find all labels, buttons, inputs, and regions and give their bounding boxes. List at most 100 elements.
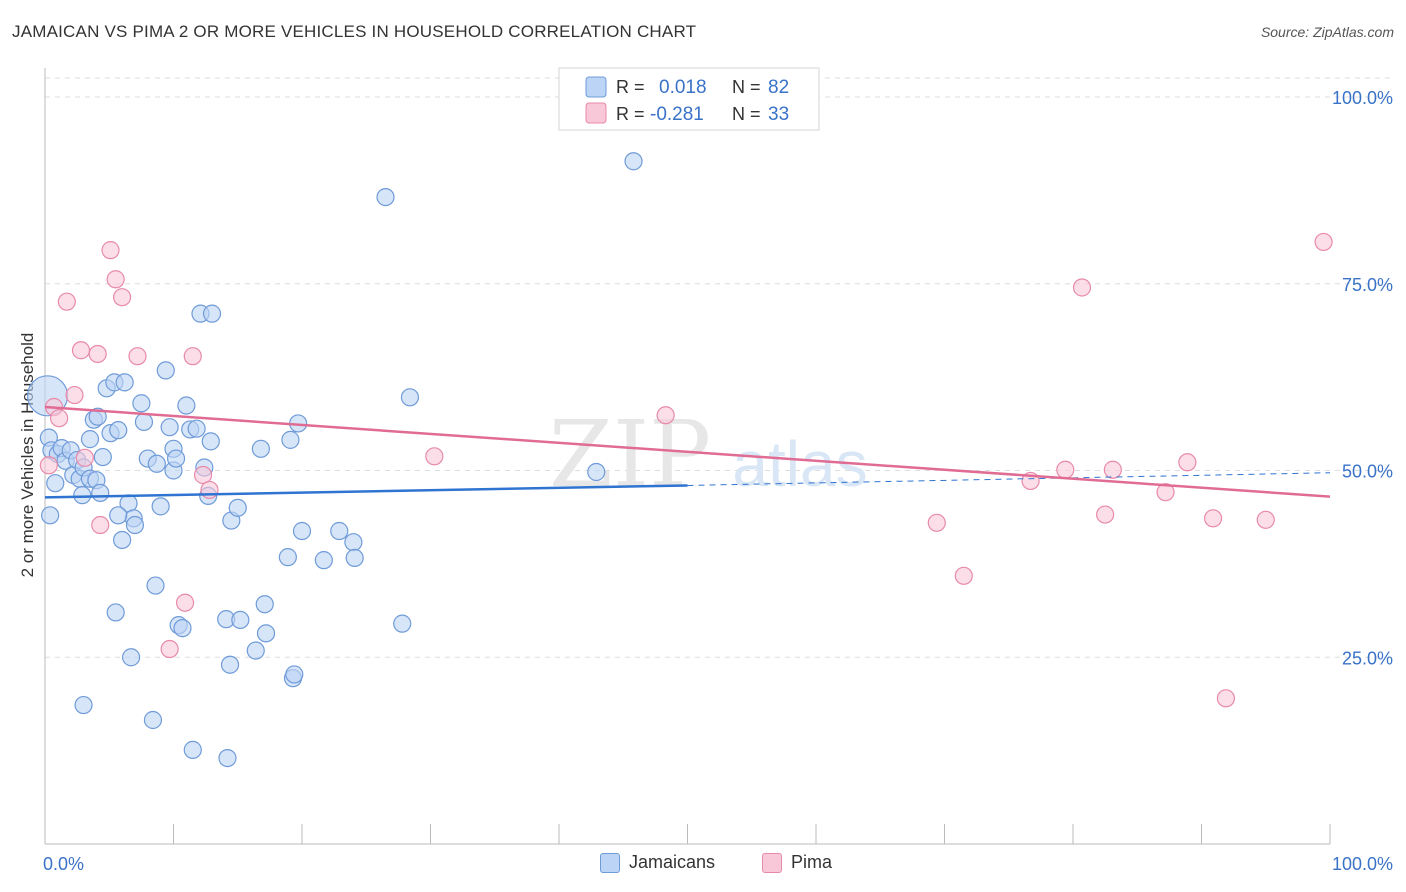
y-tick-label: 100.0% bbox=[1332, 88, 1393, 108]
chart-title: JAMAICAN VS PIMA 2 OR MORE VEHICLES IN H… bbox=[12, 22, 697, 41]
jamaicans-point bbox=[46, 474, 65, 493]
legend-swatch-pima bbox=[585, 102, 607, 124]
jamaicans-point bbox=[166, 449, 186, 468]
legend-item-pima[interactable]: Pima bbox=[762, 852, 832, 873]
pima-point bbox=[39, 456, 58, 475]
pima-point bbox=[1103, 460, 1122, 479]
jamaicans-point bbox=[115, 373, 134, 392]
pima-point bbox=[1178, 453, 1197, 472]
pima-point bbox=[1056, 460, 1075, 479]
pima-point bbox=[1256, 510, 1275, 529]
legend-n-value-jamaicans: 82 bbox=[768, 77, 789, 98]
jamaicans-point bbox=[177, 396, 196, 415]
legend-n-label-pima: N = bbox=[732, 104, 761, 124]
jamaicans-point bbox=[228, 498, 247, 517]
legend-swatch-jamaicans bbox=[585, 76, 607, 98]
pima-point bbox=[1216, 689, 1236, 708]
jamaicans-point bbox=[281, 430, 300, 449]
pima-point bbox=[160, 639, 179, 659]
jamaicans-point bbox=[88, 407, 107, 426]
jamaicans-point bbox=[74, 695, 93, 715]
jamaicans-trend-extension bbox=[687, 472, 1331, 486]
x-tick-labels: 0.0% 100.0% bbox=[43, 854, 1393, 874]
pima-point bbox=[1203, 509, 1223, 528]
pima-point bbox=[50, 409, 69, 428]
jamaicans-point bbox=[344, 533, 363, 552]
pima-point bbox=[425, 447, 444, 466]
pima-swatch bbox=[762, 852, 782, 873]
pima-point bbox=[175, 593, 195, 612]
pima-point bbox=[200, 480, 219, 500]
jamaicans-point bbox=[121, 648, 141, 667]
jamaicans-point bbox=[400, 388, 420, 407]
jamaicans-point bbox=[187, 419, 206, 438]
y-tick-label: 50.0% bbox=[1342, 462, 1393, 482]
jamaicans-point bbox=[93, 447, 112, 467]
legend-r-value-pima: -0.281 bbox=[650, 104, 704, 125]
jamaicans-point bbox=[132, 394, 151, 413]
jamaicans-point bbox=[143, 710, 163, 730]
jamaicans-point bbox=[146, 576, 165, 595]
pima-point bbox=[1072, 278, 1092, 297]
jamaicans-point bbox=[147, 454, 166, 473]
jamaicans-trend-line bbox=[44, 484, 688, 499]
jamaicans-point bbox=[109, 421, 128, 440]
jamaicans-point bbox=[256, 624, 276, 643]
jamaicans-point bbox=[345, 548, 364, 567]
pima-point bbox=[71, 341, 91, 360]
jamaicans-point bbox=[393, 614, 412, 633]
jamaicans-point bbox=[330, 521, 349, 541]
jamaicans-point bbox=[587, 462, 606, 482]
pima-point bbox=[75, 448, 94, 467]
jamaicans-point bbox=[201, 432, 220, 451]
jamaicans-point bbox=[109, 506, 128, 525]
pima-point bbox=[106, 270, 125, 289]
jamaicans-point bbox=[624, 152, 643, 171]
x-tick-label: 0.0% bbox=[43, 854, 84, 874]
jamaicans-point bbox=[292, 521, 312, 541]
legend-item-jamaicans[interactable]: Jamaicans bbox=[600, 852, 715, 873]
pima-point bbox=[91, 515, 110, 535]
pima-point bbox=[88, 344, 107, 364]
legend-label-jamaicans: Jamaicans bbox=[629, 852, 716, 872]
jamaicans-point bbox=[376, 187, 395, 207]
jamaicans-point bbox=[106, 603, 125, 622]
jamaicans-point bbox=[160, 418, 179, 437]
pima-point bbox=[112, 288, 132, 307]
jamaicans-point bbox=[202, 304, 222, 323]
jamaicans-point bbox=[220, 655, 240, 674]
pima-trend-line bbox=[44, 405, 1331, 498]
legend-bottom: Jamaicans Pima bbox=[0, 852, 1406, 878]
legend-r-value-jamaicans: 0.018 bbox=[659, 77, 707, 98]
trend-lines bbox=[44, 405, 1331, 499]
pima-point bbox=[1314, 232, 1333, 252]
pima-point bbox=[656, 406, 675, 425]
pima-point bbox=[1156, 483, 1175, 502]
pima-point bbox=[65, 385, 84, 405]
legend-n-value-pima: 33 bbox=[768, 104, 789, 125]
legend-label-pima: Pima bbox=[791, 852, 833, 872]
pima-point bbox=[954, 566, 973, 585]
jamaicans-point bbox=[151, 497, 170, 516]
source-credit: Source: ZipAtlas.com bbox=[1260, 24, 1394, 40]
legend-r-label-pima: R = bbox=[616, 104, 645, 124]
x-tick-label: 100.0% bbox=[1332, 854, 1393, 874]
legend-top: R = 0.018 N = 82 R = -0.281 N = 33 bbox=[558, 67, 820, 131]
y-tick-label: 75.0% bbox=[1342, 275, 1393, 295]
jamaicans-point bbox=[73, 486, 92, 505]
legend-n-label-jamaicans: N = bbox=[732, 77, 761, 97]
pima-point bbox=[128, 347, 147, 366]
pima-point bbox=[183, 347, 202, 366]
jamaicans-point bbox=[251, 439, 270, 458]
jamaicans-point bbox=[134, 412, 154, 432]
watermark: ZIP atlas bbox=[549, 401, 868, 508]
jamaicans-point bbox=[80, 430, 100, 449]
jamaicans-point bbox=[218, 748, 237, 768]
jamaicans-point bbox=[255, 595, 274, 614]
y-tick-label: 25.0% bbox=[1342, 648, 1393, 668]
legend-r-label-jamaicans: R = bbox=[616, 77, 645, 97]
jamaicans-point bbox=[246, 641, 265, 660]
jamaicans-point bbox=[173, 619, 192, 638]
pima-point bbox=[101, 241, 120, 260]
jamaicans-point bbox=[112, 530, 132, 550]
